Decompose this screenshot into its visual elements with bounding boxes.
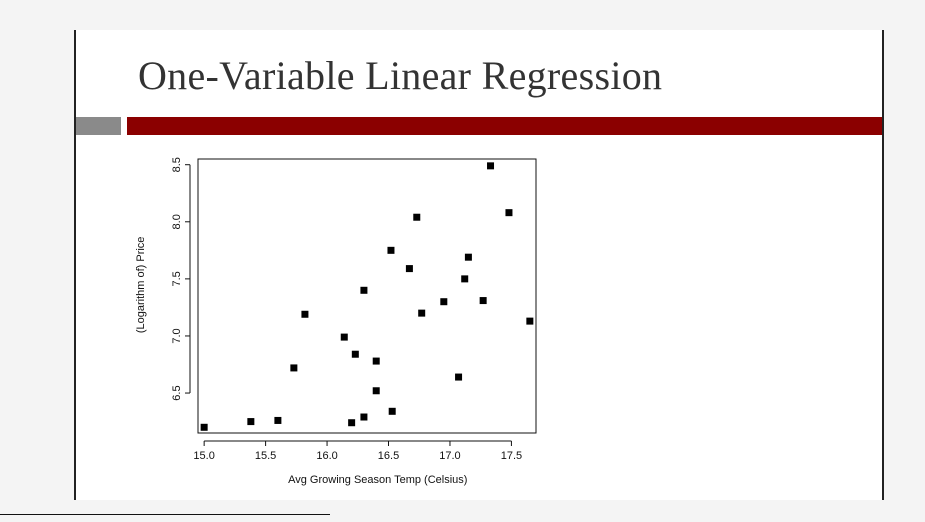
data-point — [405, 265, 413, 273]
title-bar-gray — [76, 117, 121, 135]
data-point — [388, 407, 396, 415]
y-tick-label: 8.0 — [171, 214, 183, 229]
scatter-chart: 15.0 15.5 16.0 16.5 17.0 17.5 6.5 7.0 7.5 8.0 8.5… — [135, 157, 537, 486]
data-point — [487, 162, 495, 170]
data-point — [455, 373, 463, 381]
y-tick-label: 7.0 — [171, 328, 183, 343]
data-point — [340, 333, 348, 341]
data-point — [464, 253, 472, 261]
data-point — [413, 213, 421, 221]
slide: One-Variable Linear Regression — [74, 30, 884, 500]
x-axis-label: Avg Growing Season Temp (Celsius) — [288, 474, 467, 486]
plot-frame — [197, 158, 537, 434]
data-point — [274, 416, 282, 424]
x-tick-label: 15.0 — [193, 450, 214, 462]
y-tick-label: 7.5 — [171, 271, 183, 286]
data-point — [387, 246, 395, 254]
footnote-divider — [0, 514, 330, 515]
data-point — [200, 423, 208, 431]
data-point — [461, 275, 469, 283]
data-point — [351, 350, 359, 358]
title-bar-red — [127, 117, 882, 135]
x-tick-label: 16.5 — [378, 450, 399, 462]
data-point — [418, 309, 426, 317]
data-point — [301, 310, 309, 318]
x-tick-label: 17.5 — [501, 450, 522, 462]
data-point — [348, 419, 356, 427]
data-point — [372, 387, 380, 395]
data-point — [479, 297, 487, 305]
data-point — [360, 413, 368, 421]
x-tick-label: 17.0 — [439, 450, 460, 462]
data-point — [360, 286, 368, 294]
data-point — [247, 418, 255, 426]
data-point — [372, 357, 380, 365]
data-point — [505, 209, 513, 217]
slide-title: One-Variable Linear Regression — [138, 53, 663, 98]
x-tick-label: 16.0 — [316, 450, 337, 462]
data-point — [440, 298, 448, 306]
x-tick-label: 15.5 — [255, 450, 276, 462]
y-tick-label: 6.5 — [171, 385, 183, 400]
data-point — [290, 364, 298, 372]
data-point — [526, 317, 534, 325]
y-axis-label: (Logarithm of) Price — [135, 237, 147, 334]
y-tick-label: 8.5 — [171, 157, 183, 172]
